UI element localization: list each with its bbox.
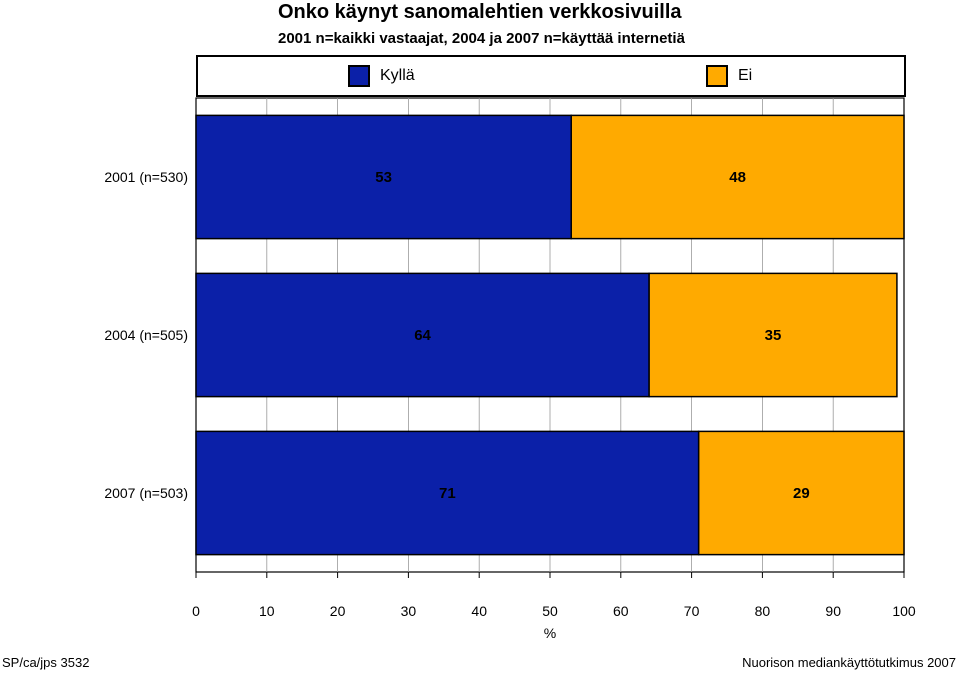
bar-ei-1: [648, 272, 898, 398]
legend-swatch-ei: [706, 65, 728, 87]
x-tick-label-10: 10: [259, 603, 275, 619]
category-label-1: 2004 (n=505): [104, 327, 188, 343]
footer-source-code: SP/ca/jps 3532: [2, 655, 90, 670]
bar-kylla-1: [195, 272, 650, 398]
x-tick-label-50: 50: [542, 603, 558, 619]
category-label-2: 2007 (n=503): [104, 485, 188, 501]
x-tick-label-90: 90: [825, 603, 841, 619]
category-label-0: 2001 (n=530): [104, 169, 188, 185]
legend-item-kylla: Kyllä: [348, 65, 415, 87]
x-tick-label-80: 80: [755, 603, 771, 619]
x-tick-label-100: 100: [892, 603, 916, 619]
bar-ei-2: [697, 430, 905, 556]
legend-swatch-kylla: [348, 65, 370, 87]
data-label-kylla-2: 71: [439, 485, 456, 502]
legend-label-kylla: Kyllä: [380, 67, 415, 84]
bar-kylla-2: [195, 430, 700, 556]
x-tick-label-60: 60: [613, 603, 629, 619]
legend-item-ei: Ei: [706, 65, 752, 87]
footer-study-name: Nuorison mediankäyttötutkimus 2007: [742, 655, 956, 670]
data-label-ei-0: 48: [729, 169, 746, 186]
x-tick-label-0: 0: [192, 603, 200, 619]
bar-kylla-0: [195, 114, 572, 240]
chart-subtitle: 2001 n=kaikki vastaajat, 2004 ja 2007 n=…: [278, 30, 685, 47]
data-label-kylla-1: 64: [414, 327, 431, 344]
legend-label-ei: Ei: [738, 67, 753, 84]
data-label-kylla-0: 53: [375, 169, 392, 186]
x-tick-label-70: 70: [684, 603, 700, 619]
bar-ei-0: [570, 114, 905, 240]
x-tick-label-40: 40: [471, 603, 487, 619]
chart-title: Onko käynyt sanomalehtien verkkosivuilla: [278, 1, 682, 23]
legend: Kyllä Ei: [196, 55, 906, 97]
data-label-ei-2: 29: [793, 485, 810, 502]
data-label-ei-1: 35: [765, 327, 782, 344]
x-tick-label-20: 20: [330, 603, 346, 619]
x-axis-label: %: [544, 625, 556, 641]
x-tick-label-30: 30: [401, 603, 417, 619]
